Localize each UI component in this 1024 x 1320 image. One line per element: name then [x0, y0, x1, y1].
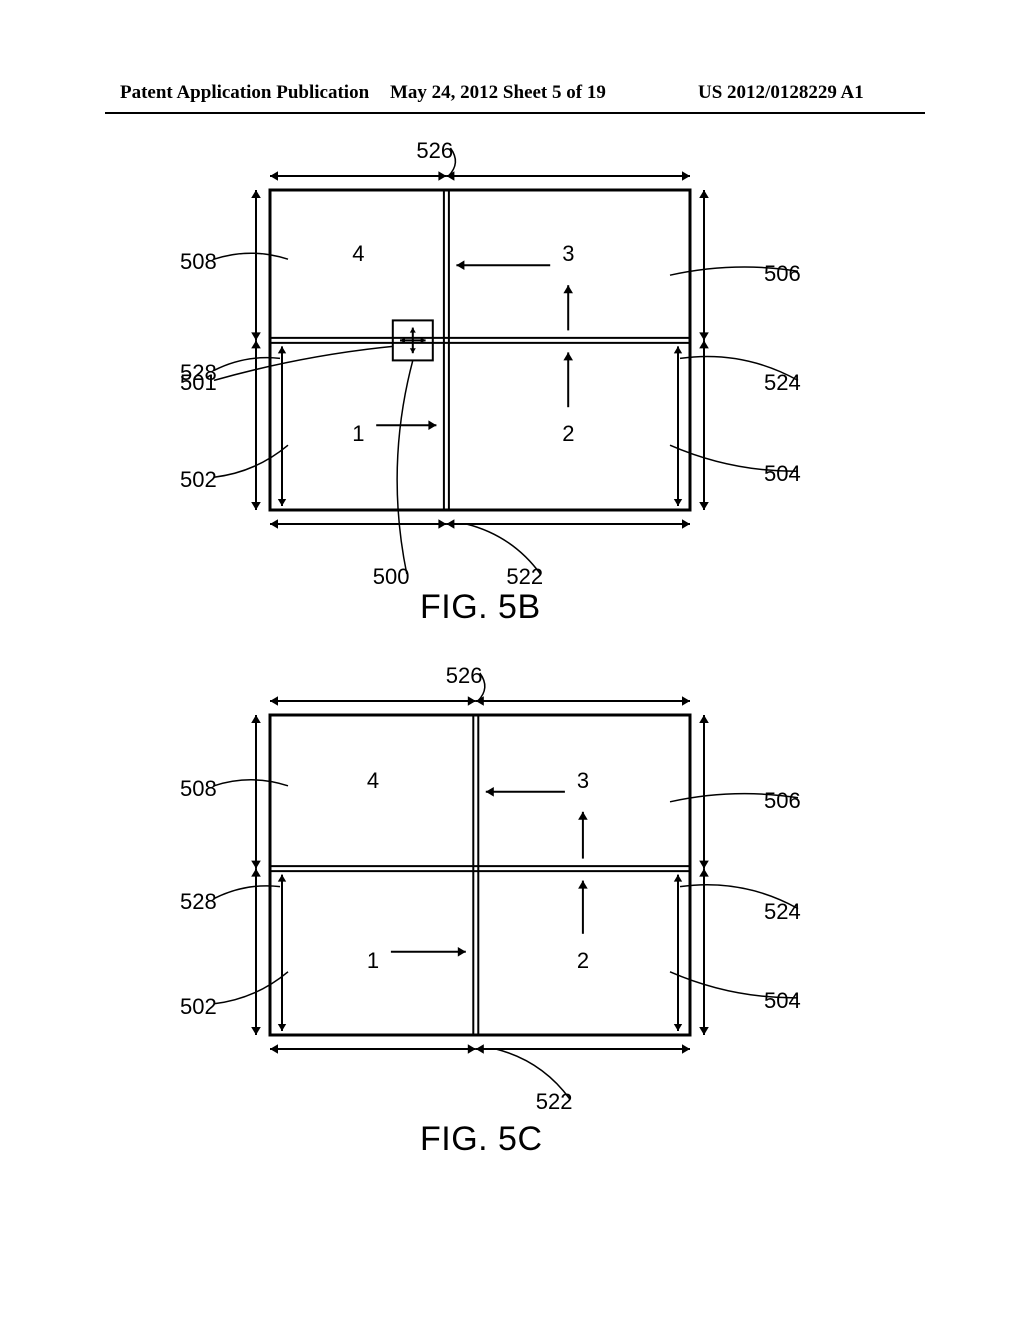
ref-506: 506	[764, 788, 801, 814]
ref-528: 528	[180, 889, 217, 915]
ref-508: 508	[180, 249, 217, 275]
ref-522: 522	[536, 1089, 573, 1115]
ref-526: 526	[446, 663, 483, 689]
ref-502: 502	[180, 467, 217, 493]
quad-label: 1	[367, 948, 379, 974]
ref-504: 504	[764, 461, 801, 487]
ref-504: 504	[764, 988, 801, 1014]
ref-524: 524	[764, 899, 801, 925]
ref-502: 502	[180, 994, 217, 1020]
quad-label: 2	[562, 421, 574, 447]
quad-label: 1	[352, 421, 364, 447]
quad-label: 4	[367, 768, 379, 794]
figure-label-5b: FIG. 5B	[420, 588, 541, 627]
quad-label: 3	[577, 768, 589, 794]
quad-label: 3	[562, 241, 574, 267]
quad-label: 2	[577, 948, 589, 974]
quad-label: 4	[352, 241, 364, 267]
ref-508: 508	[180, 776, 217, 802]
figure-label-5c: FIG. 5C	[420, 1120, 543, 1159]
ref-500: 500	[373, 564, 410, 590]
ref-524: 524	[764, 370, 801, 396]
ref-526: 526	[416, 138, 453, 164]
ref-522: 522	[506, 564, 543, 590]
ref-528: 528	[180, 360, 217, 386]
ref-506: 506	[764, 261, 801, 287]
